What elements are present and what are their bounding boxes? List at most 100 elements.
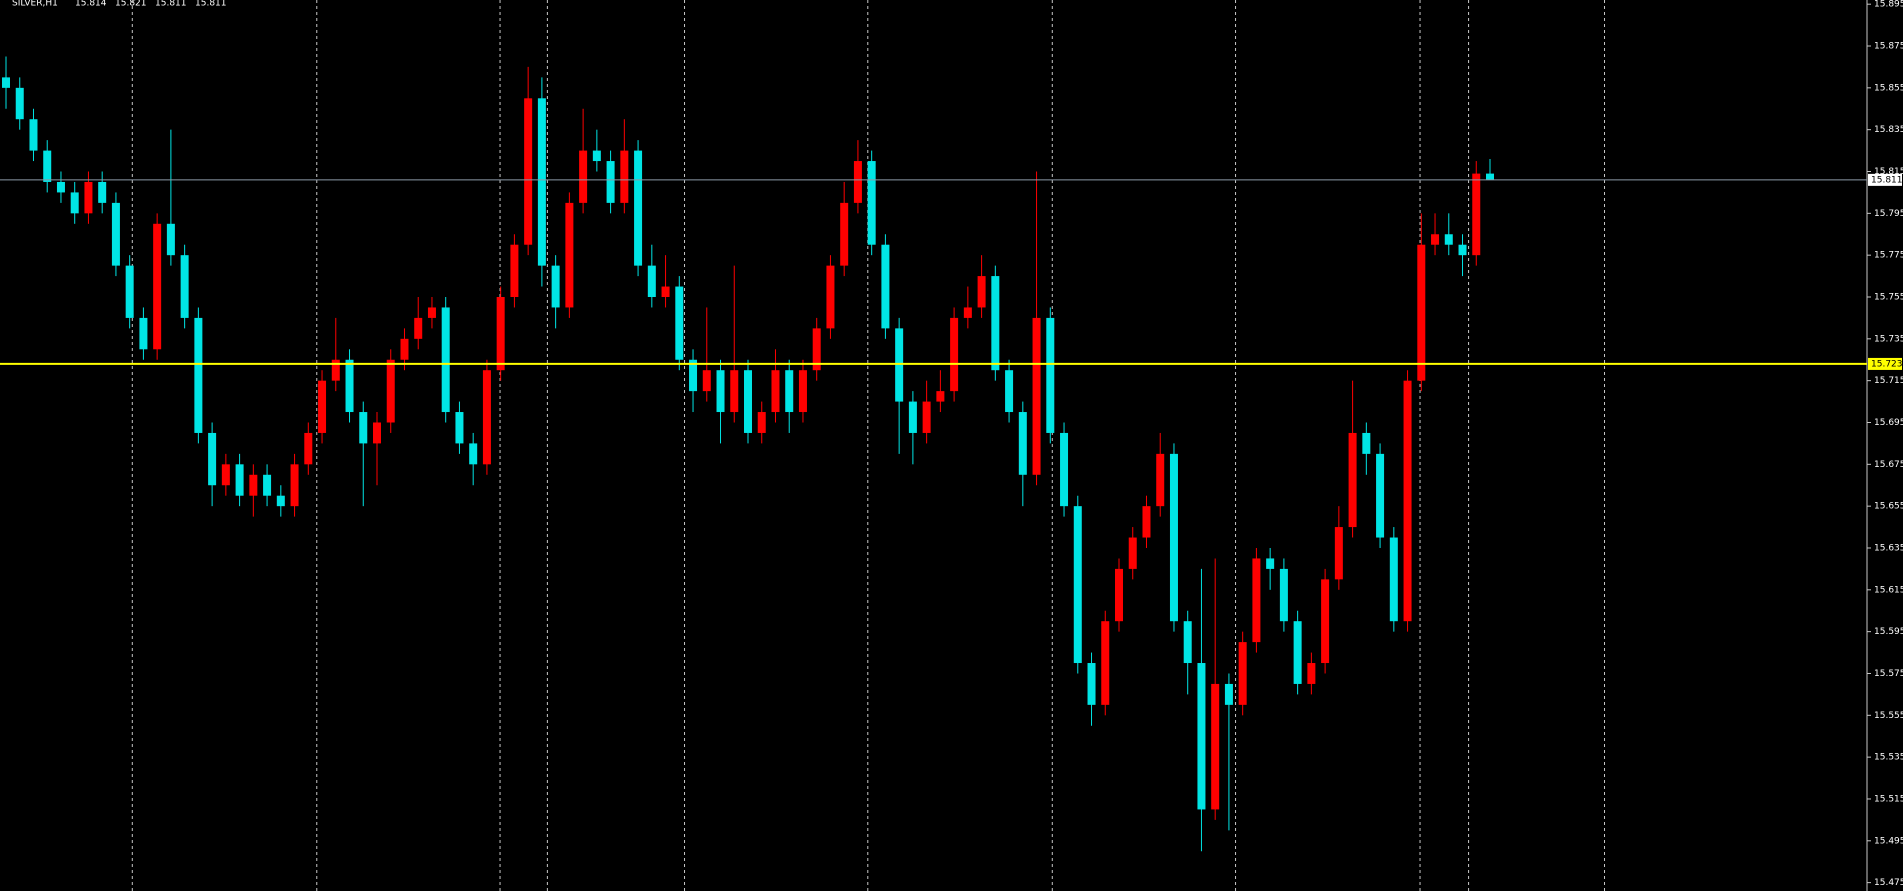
- candle-body: [427, 307, 436, 318]
- candle-body: [84, 181, 93, 214]
- price-label: 15.723: [1871, 359, 1903, 369]
- candle-body: [579, 150, 588, 203]
- price-label: 15.811: [1871, 175, 1903, 185]
- candle-body: [441, 307, 450, 413]
- candle-body: [221, 464, 230, 486]
- candle-body: [208, 432, 217, 486]
- candle-body: [1266, 558, 1275, 569]
- candle-body: [647, 265, 656, 297]
- candle-body: [1252, 558, 1261, 643]
- candle-body: [482, 370, 491, 465]
- candle-body: [1238, 642, 1247, 705]
- candle-body: [1224, 683, 1233, 705]
- candle-body: [98, 181, 107, 203]
- y-tick-label: 15.615: [1874, 585, 1903, 595]
- candle-body: [689, 359, 698, 392]
- candle-body: [606, 161, 615, 203]
- candle-body: [1060, 432, 1069, 507]
- candle-body: [1115, 568, 1123, 622]
- candle-body: [551, 265, 560, 308]
- y-tick-label: 15.855: [1874, 83, 1903, 93]
- candle-body: [373, 422, 381, 444]
- y-tick-label: 15.655: [1874, 502, 1903, 512]
- candle-body: [331, 359, 340, 381]
- candle-body: [386, 359, 395, 423]
- candle-body: [867, 161, 876, 245]
- candle-body: [1156, 453, 1165, 507]
- candle-body: [661, 286, 670, 297]
- candle-body: [414, 317, 423, 339]
- candle-body: [812, 328, 821, 371]
- candle-body: [455, 412, 464, 444]
- candle-body: [469, 443, 478, 465]
- candle-body: [826, 265, 835, 329]
- candle-body: [1417, 244, 1426, 381]
- candle-body: [2, 77, 10, 88]
- ohlc-value: 15.811: [155, 0, 187, 9]
- candle-body: [1087, 663, 1096, 705]
- candle-body: [1005, 370, 1014, 413]
- candle-body: [716, 370, 725, 413]
- candle-body: [840, 202, 849, 266]
- y-tick-label: 15.475: [1874, 878, 1903, 888]
- candle-body: [43, 150, 52, 182]
- candle-body: [963, 307, 972, 318]
- candle-body: [771, 370, 780, 413]
- candle-body: [1128, 537, 1137, 569]
- y-tick-label: 15.555: [1874, 711, 1903, 721]
- candle-body: [276, 495, 285, 507]
- candle-body: [1403, 380, 1412, 622]
- candle-body: [1032, 317, 1041, 475]
- candle-body: [1211, 683, 1220, 810]
- candle-body: [881, 244, 890, 329]
- candle-body: [153, 223, 162, 350]
- candle-body: [1458, 244, 1467, 256]
- candle-body: [977, 276, 986, 308]
- y-tick-label: 15.635: [1874, 543, 1903, 553]
- candle-body: [908, 401, 917, 433]
- candle-body: [1046, 317, 1055, 433]
- candle-body: [565, 202, 574, 308]
- y-tick-label: 15.795: [1874, 209, 1903, 219]
- candle-body: [853, 161, 862, 203]
- candle-body: [1444, 234, 1453, 245]
- candle-body: [1321, 579, 1330, 664]
- candle-body: [304, 432, 313, 465]
- price-label-bg: [1868, 357, 1902, 370]
- candle-body: [1389, 537, 1398, 622]
- y-tick-label: 15.495: [1874, 836, 1903, 846]
- candle-body: [1486, 173, 1494, 180]
- candle-body: [249, 474, 258, 496]
- candle-body: [111, 202, 120, 266]
- candle-body: [798, 370, 807, 413]
- candle-body: [991, 276, 1000, 371]
- y-tick-label: 15.595: [1874, 627, 1903, 637]
- candle-body: [235, 464, 244, 496]
- candle-body: [675, 286, 684, 360]
- y-tick-label: 15.775: [1874, 251, 1903, 261]
- candle-body: [1197, 663, 1206, 810]
- candle-body: [29, 119, 38, 151]
- candle-body: [1183, 621, 1192, 664]
- candle-body: [537, 98, 546, 266]
- candle-body: [318, 380, 327, 433]
- candle-body: [1431, 234, 1440, 245]
- candle-body: [744, 370, 752, 433]
- ohlc-value: 15.814: [75, 0, 107, 9]
- y-tick-label: 15.715: [1874, 376, 1903, 386]
- header: SILVER,H1 15.814 15.821 15.811 15.811: [12, 0, 227, 9]
- candle-body: [1279, 568, 1288, 622]
- candle-body: [139, 317, 148, 350]
- candle-body: [950, 317, 959, 392]
- ohlc-value: 15.811: [195, 0, 227, 9]
- y-tick-label: 15.875: [1874, 42, 1903, 52]
- candle-body: [166, 223, 175, 256]
- candle-body: [634, 150, 643, 266]
- candle-body: [1307, 663, 1316, 684]
- y-tick-label: 15.535: [1874, 753, 1903, 763]
- candle-body: [757, 412, 766, 433]
- candle-body: [263, 474, 272, 496]
- candle-body: [359, 412, 368, 444]
- candle-body: [180, 255, 189, 318]
